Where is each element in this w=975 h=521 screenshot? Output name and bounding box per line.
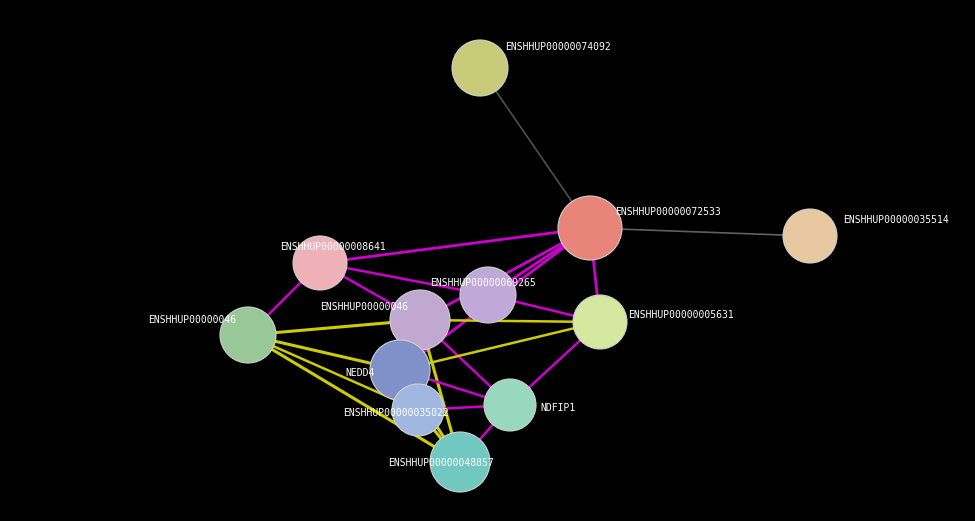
Text: ENSHHUP00000035022: ENSHHUP00000035022: [343, 408, 448, 418]
Text: ENSHHUP00000046: ENSHHUP00000046: [320, 302, 409, 312]
Circle shape: [783, 209, 837, 263]
Text: ENSHHUP00000008641: ENSHHUP00000008641: [280, 242, 386, 252]
Text: ENSHHUP00000046: ENSHHUP00000046: [148, 315, 236, 325]
Text: ENSHHUP00000035514: ENSHHUP00000035514: [843, 215, 949, 225]
Circle shape: [392, 384, 444, 436]
Circle shape: [390, 290, 450, 350]
Text: NDFIP1: NDFIP1: [540, 403, 575, 413]
Text: NEDD4: NEDD4: [345, 368, 374, 378]
Circle shape: [293, 236, 347, 290]
Circle shape: [558, 196, 622, 260]
Circle shape: [430, 432, 490, 492]
Circle shape: [452, 40, 508, 96]
Circle shape: [573, 295, 627, 349]
Text: ENSHHUP00000074092: ENSHHUP00000074092: [505, 42, 610, 52]
Text: ENSHHUP00000048857: ENSHHUP00000048857: [388, 458, 493, 468]
Text: ENSHHUP00000069265: ENSHHUP00000069265: [430, 278, 535, 288]
Text: ENSHHUP00000072533: ENSHHUP00000072533: [615, 207, 721, 217]
Text: ENSHHUP00000005631: ENSHHUP00000005631: [628, 310, 734, 320]
Circle shape: [370, 340, 430, 400]
Circle shape: [484, 379, 536, 431]
Circle shape: [460, 267, 516, 323]
Circle shape: [220, 307, 276, 363]
